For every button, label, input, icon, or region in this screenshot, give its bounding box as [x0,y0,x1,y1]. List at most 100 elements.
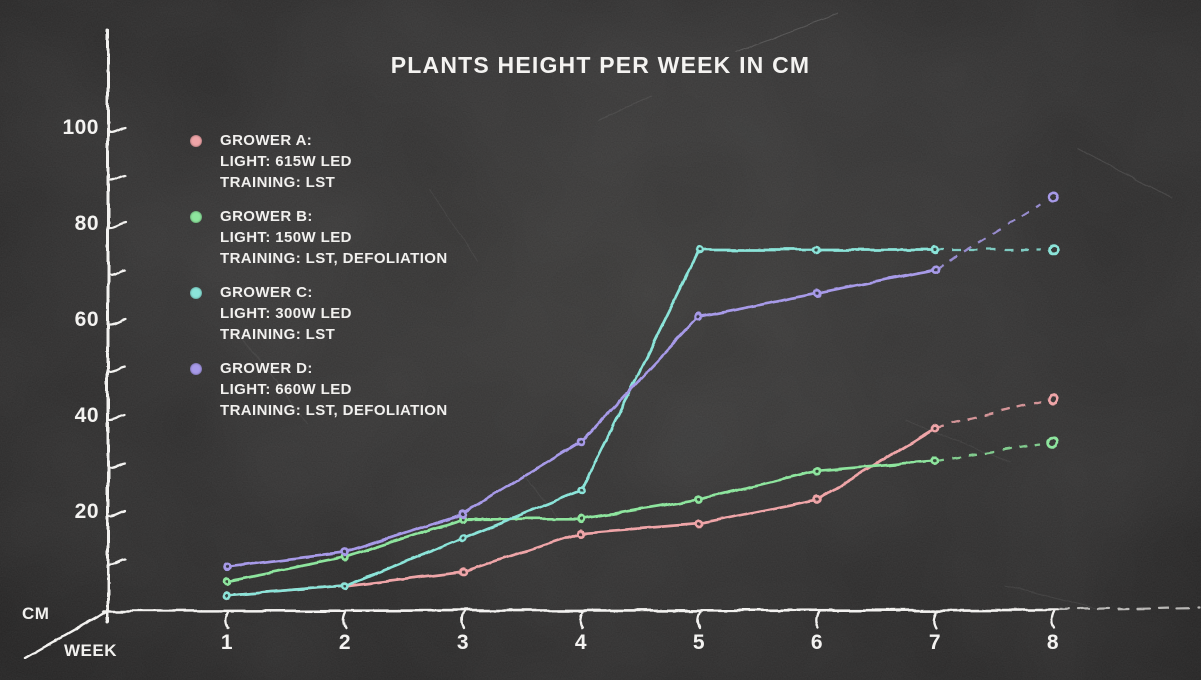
legend-light: LIGHT: 660W LED [220,381,352,398]
data-point-center-grower-a [933,426,937,430]
legend-entry-grower-d: GROWER D: LIGHT: 660W LED TRAINING: LST,… [190,358,448,421]
data-point-center-grower-d [225,565,229,569]
legend-training: TRAINING: LST [220,174,336,191]
y-tick-label: 40 [75,404,99,427]
y-axis-tick [108,509,127,518]
tick-labels: 20 40 60 80 100 1 2 3 4 5 6 7 8 [62,116,1059,654]
data-point-center-grower-a [697,522,701,526]
data-point-center-grower-b [933,459,937,463]
legend-text-grower-b: GROWER B: LIGHT: 150W LED TRAINING: LST,… [220,206,448,269]
series-projection-grower-d [934,203,1042,271]
data-point-center-grower-a [579,531,583,535]
data-point-final-grower-d [1047,191,1059,203]
data-point-center-grower-a [461,570,465,574]
series-projection-grower-b [934,442,1042,463]
x-tick-label: 4 [575,631,587,654]
series-projection-grower-a [934,400,1042,429]
data-point-center-grower-d [461,512,465,516]
x-axis-tick [696,610,702,630]
legend-text-grower-c: GROWER C: LIGHT: 300W LED TRAINING: LST [220,282,352,345]
legend-title: GROWER C: [220,284,313,301]
data-point-center-grower-c [461,536,465,540]
data-point-center-grower-c [579,488,583,492]
x-axis-tick [342,610,348,630]
legend-text-grower-a: GROWER A: LIGHT: 615W LED TRAINING: LST [220,130,352,193]
legend-dot-grower-a [190,135,202,147]
x-axis-tick [1050,610,1056,630]
x-tick-label: 2 [339,631,351,654]
x-axis-tick [224,610,230,630]
y-tick-label: 100 [62,116,99,139]
legend-light: LIGHT: 300W LED [220,305,352,322]
chart-legend: GROWER A: LIGHT: 615W LED TRAINING: LST … [190,130,448,434]
x-axis-tick [460,610,466,630]
data-point-center-grower-b [225,579,229,583]
legend-training: TRAINING: LST, DEFOLIATION [220,402,448,419]
y-axis-label: CM [22,604,50,623]
data-point-center-grower-c [225,594,229,598]
y-tick-label: 80 [75,212,99,235]
x-axis-label: WEEK [64,641,117,660]
legend-text-grower-d: GROWER D: LIGHT: 660W LED TRAINING: LST,… [220,358,448,421]
y-axis-tick [108,413,127,422]
y-tick-label: 60 [75,308,99,331]
data-point-center-grower-d [343,550,347,555]
data-point-center-grower-b [579,517,583,521]
legend-dot-grower-d [190,363,202,375]
legend-title: GROWER A: [220,132,313,149]
legend-dot-grower-c [190,287,202,299]
data-point-center-grower-b [697,498,701,502]
legend-entry-grower-c: GROWER C: LIGHT: 300W LED TRAINING: LST [190,282,448,345]
data-point-center-grower-c [933,248,937,252]
legend-title: GROWER B: [220,208,313,225]
legend-light: LIGHT: 615W LED [220,153,352,170]
legend-training: TRAINING: LST, DEFOLIATION [220,250,448,267]
data-point-center-grower-d [697,315,701,319]
y-axis-tick [108,173,127,182]
x-tick-label: 3 [457,631,469,654]
chart-title: PLANTS HEIGHT PER WEEK IN CM [390,52,811,78]
data-point-center-grower-d [815,291,819,295]
y-tick-label: 20 [75,500,99,523]
scratch-marks [237,13,1173,611]
series-grower-d [222,191,1059,572]
y-axis-tick [108,125,127,134]
series-grower-c [222,244,1059,600]
data-point-center-grower-a [815,498,819,502]
legend-entry-grower-a: GROWER A: LIGHT: 615W LED TRAINING: LST [190,130,448,193]
y-axis-tick [108,269,127,278]
y-axis-tick [108,365,127,374]
y-axis-tick [108,557,127,566]
data-point-center-grower-b [815,469,819,473]
x-axis-tick [814,610,820,630]
legend-dot-grower-b [190,211,202,223]
axes [23,28,1201,660]
data-point-center-grower-c [343,584,347,588]
data-point-center-grower-d [579,440,583,444]
data-point-center-grower-d [933,267,937,271]
data-point-final-grower-b [1047,436,1059,448]
y-axis-tick [108,221,127,230]
data-point-final-grower-a [1047,393,1059,405]
origin-diagonal-line [23,610,108,660]
x-tick-label: 6 [811,631,823,654]
data-point-center-grower-c [815,248,819,252]
data-point-final-grower-c [1047,244,1059,256]
legend-entry-grower-b: GROWER B: LIGHT: 150W LED TRAINING: LST,… [190,206,448,269]
series-grower-b [222,436,1059,586]
legend-light: LIGHT: 150W LED [220,229,352,246]
x-axis-tick [932,610,938,630]
y-axis-tick [108,461,127,470]
series-line-grower-a [225,426,937,597]
x-axis-tick [578,610,584,630]
x-tick-label: 8 [1047,631,1059,654]
legend-title: GROWER D: [220,360,313,377]
x-axis-line [102,608,1060,613]
data-point-center-grower-c [697,248,701,252]
x-axis-line-extension [1056,605,1201,612]
x-tick-label: 5 [693,631,705,654]
y-axis-tick [108,317,127,326]
